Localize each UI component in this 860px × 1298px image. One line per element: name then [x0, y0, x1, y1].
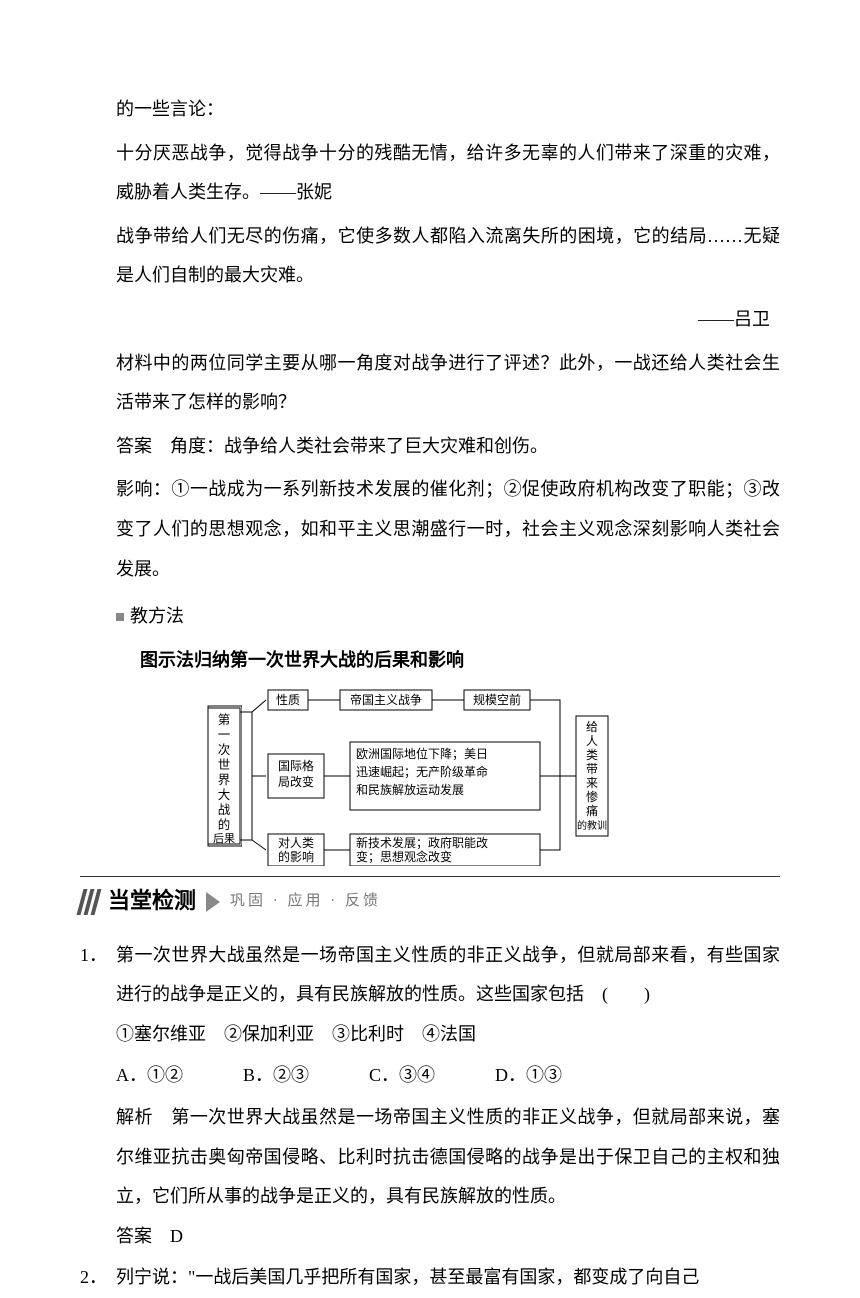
answer-block-1: 答案 角度：战争给人类社会带来了巨大灾难和创伤。	[80, 427, 780, 467]
svg-text:欧洲国际地位下降；美日: 欧洲国际地位下降；美日	[356, 746, 488, 761]
section-title: 当堂检测	[102, 877, 202, 925]
svg-text:国际格: 国际格	[278, 758, 314, 773]
attribution-lv: ——吕卫	[80, 300, 780, 340]
svg-text:对人类: 对人类	[278, 836, 314, 850]
svg-text:迅速崛起；无产阶级革命: 迅速崛起；无产阶级革命	[356, 764, 488, 779]
explanation-text: 第一次世界大战虽然是一场帝国主义性质的非正义战争，但就局部来说，塞尔维亚抗击奥匈…	[116, 1107, 780, 1206]
option-b: B．②③	[243, 1056, 309, 1096]
option-a: A．①②	[116, 1056, 183, 1096]
svg-text:规模空前: 规模空前	[473, 692, 521, 707]
svg-text:来: 来	[586, 776, 598, 790]
svg-text:的影响: 的影响	[278, 849, 314, 864]
explanation-label: 解析	[116, 1107, 153, 1127]
section-subtitle: 巩固 · 应用 · 反馈	[230, 885, 381, 918]
svg-text:性质: 性质	[276, 693, 300, 707]
svg-text:类: 类	[586, 748, 598, 762]
svg-text:第: 第	[218, 713, 231, 727]
option-d: D．①③	[495, 1056, 562, 1096]
answer-2: 影响：①一战成为一系列新技术发展的催化剂；②促使政府机构改变了职能；③改变了人们…	[80, 470, 780, 589]
section-header: 当堂检测 巩固 · 应用 · 反馈	[80, 876, 780, 925]
answer-1-text: 角度：战争给人类社会带来了巨大灾难和创伤。	[152, 436, 548, 456]
svg-text:帝国主义战争: 帝国主义战争	[350, 692, 422, 707]
quote-zhang: 十分厌恶战争，觉得战争十分的残酷无情，给许多无辜的人们带来了深重的灾难，威胁着人…	[80, 134, 780, 213]
question-1-explanation: 解析 第一次世界大战虽然是一场帝国主义性质的非正义战争，但就局部来说，塞尔维亚抗…	[116, 1098, 780, 1217]
svg-text:惨: 惨	[586, 789, 598, 804]
answer-label: 答案	[116, 436, 152, 456]
intro-line-1: 的一些言论：	[80, 90, 780, 130]
svg-text:的: 的	[218, 817, 231, 832]
question-1-number: 1．	[80, 936, 116, 1257]
svg-text:的教训: 的教训	[577, 819, 607, 832]
svg-text:一: 一	[218, 728, 231, 742]
method-title: 图示法归纳第一次世界大战的后果和影响	[140, 641, 780, 681]
question-1-answer: 答案 D	[116, 1217, 780, 1257]
bullet-icon	[116, 613, 124, 621]
svg-text:次: 次	[218, 743, 231, 757]
answer-text-q1: D	[152, 1226, 183, 1246]
svg-text:世: 世	[218, 758, 231, 772]
svg-text:界: 界	[218, 773, 231, 787]
svg-text:和民族解放运动发展: 和民族解放运动发展	[356, 782, 464, 797]
svg-text:新技术发展；政府职能改: 新技术发展；政府职能改	[356, 835, 488, 850]
question-1-text: 第一次世界大战虽然是一场帝国主义性质的非正义战争，但就局部来看，有些国家进行的战…	[116, 936, 780, 1015]
svg-text:带: 带	[586, 762, 598, 776]
question-2-number: 2．	[80, 1258, 116, 1298]
svg-text:战: 战	[218, 803, 231, 817]
quote-lv: 战争带给人们无尽的伤痛，它使多数人都陷入流离失所的困境，它的结局……无疑是人们自…	[80, 217, 780, 296]
option-c: C．③④	[369, 1056, 435, 1096]
svg-text:局改变: 局改变	[278, 774, 314, 789]
question-1-choices: A．①② B．②③ C．③④ D．①③	[116, 1056, 780, 1096]
svg-text:给: 给	[586, 720, 598, 734]
svg-text:痛: 痛	[586, 803, 598, 818]
question-1: 1． 第一次世界大战虽然是一场帝国主义性质的非正义战争，但就局部来看，有些国家进…	[80, 936, 780, 1257]
material-question: 材料中的两位同学主要从哪一角度对战争进行了评述？此外，一战还给人类社会生活带来了…	[80, 344, 780, 423]
question-1-options-enum: ①塞尔维亚 ②保加利亚 ③比利时 ④法国	[116, 1015, 780, 1055]
method-label: 教方法	[130, 597, 184, 637]
svg-text:人: 人	[586, 734, 598, 748]
ww1-diagram: 第 一 次 世 界 大 战 的 后 第 一 次 世 界 大 战 的 后果 第 一…	[80, 686, 780, 866]
stripes-icon	[80, 889, 98, 915]
svg-text:后果: 后果	[213, 832, 235, 845]
method-marker: 教方法	[116, 597, 780, 637]
triangle-icon	[206, 892, 220, 912]
question-2: 2． 列宁说："一战后美国几乎把所有国家，甚至最富有国家，都变成了向自己	[80, 1258, 780, 1298]
question-2-text: 列宁说："一战后美国几乎把所有国家，甚至最富有国家，都变成了向自己	[116, 1258, 780, 1298]
svg-text:大: 大	[218, 788, 231, 802]
svg-text:变；思想观念改变: 变；思想观念改变	[356, 849, 452, 864]
answer-label-q1: 答案	[116, 1226, 152, 1246]
